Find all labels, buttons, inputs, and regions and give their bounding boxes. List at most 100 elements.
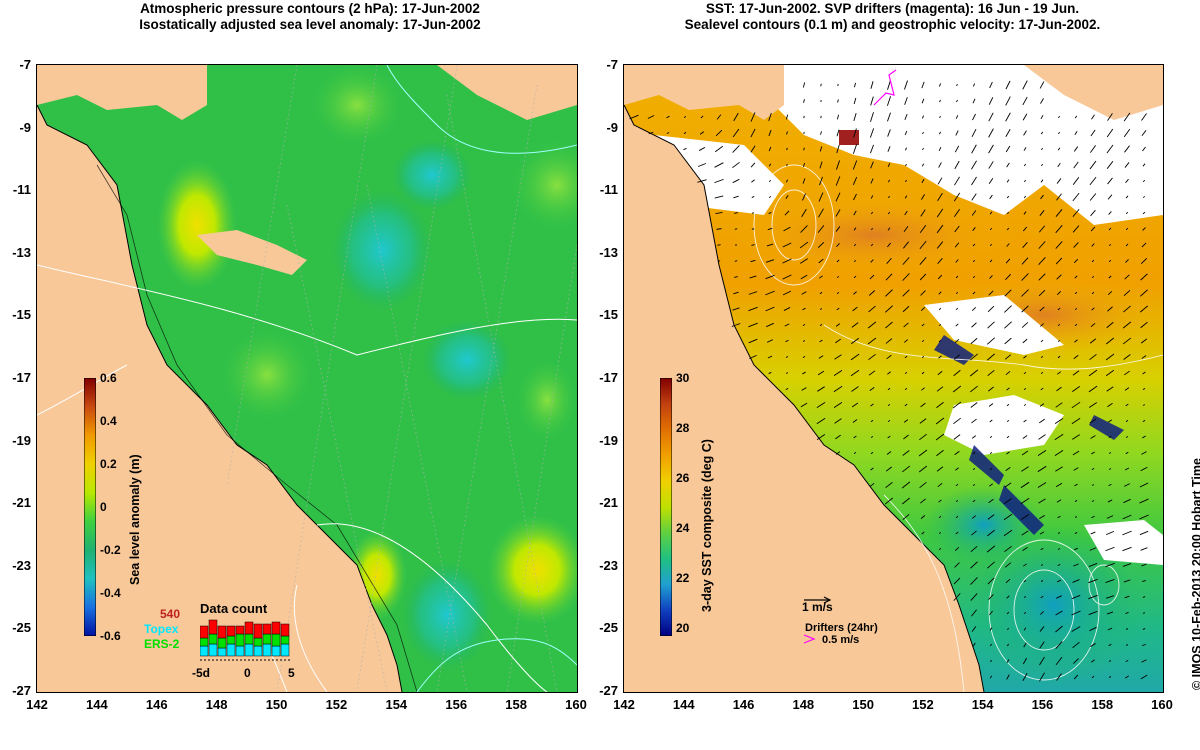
velocity-arrow	[1091, 467, 1095, 471]
velocity-arrow	[1091, 500, 1095, 502]
sea-level-colorbar-tick: 0.6	[100, 371, 117, 385]
velocity-arrow	[785, 356, 789, 358]
velocity-arrow	[1055, 625, 1063, 633]
velocity-arrow	[972, 98, 976, 104]
velocity-arrow	[1038, 273, 1046, 281]
data-count-bar	[235, 625, 245, 635]
sea-level-anomaly-map[interactable]	[36, 64, 578, 693]
velocity-arrow	[1124, 595, 1130, 599]
velocity-arrow	[885, 289, 893, 297]
velocity-arrow	[1142, 404, 1146, 406]
velocity-arrow	[1108, 468, 1112, 470]
velocity-arrow	[1038, 498, 1046, 504]
velocity-arrow	[1072, 225, 1080, 233]
velocity-arrow	[936, 224, 944, 234]
velocity-arrow	[852, 306, 858, 312]
data-count-bar	[271, 645, 281, 657]
velocity-arrow	[1021, 450, 1029, 456]
velocity-arrow	[1108, 243, 1112, 247]
velocity-arrow	[955, 515, 959, 519]
velocity-arrow	[1006, 227, 1010, 231]
velocity-arrow	[800, 274, 808, 280]
velocity-arrow	[1022, 435, 1028, 439]
velocity-arrow	[1056, 499, 1062, 503]
velocity-arrow	[1107, 419, 1113, 423]
velocity-arrow	[733, 195, 739, 199]
velocity-arrow	[971, 193, 977, 201]
velocity-arrow	[971, 609, 977, 617]
velocity-arrow	[766, 243, 774, 247]
velocity-arrow	[1125, 644, 1129, 646]
velocity-arrow	[1125, 243, 1129, 247]
velocity-arrow	[989, 81, 993, 89]
velocity-arrow	[938, 515, 942, 519]
velocity-arrow	[1123, 112, 1131, 122]
velocity-arrow	[1004, 321, 1012, 329]
velocity-arrow	[1056, 386, 1062, 392]
velocity-arrow	[870, 96, 874, 106]
velocity-arrow	[700, 115, 704, 119]
velocity-arrow	[1106, 321, 1114, 329]
velocity-arrow	[1021, 273, 1029, 281]
velocity-arrow	[1020, 481, 1030, 489]
data-count-bar	[271, 621, 281, 635]
velocity-arrow	[954, 338, 960, 344]
velocity-arrow	[969, 369, 979, 377]
velocity-arrow	[851, 386, 859, 392]
velocity-arrow	[1090, 531, 1096, 535]
velocity-arrow	[768, 163, 772, 167]
velocity-arrow	[1040, 163, 1044, 167]
velocity-arrow	[1124, 145, 1130, 153]
velocity-arrow	[818, 355, 824, 359]
velocity-arrow	[1108, 227, 1112, 231]
velocity-arrow	[1105, 369, 1115, 377]
velocity-arrow	[783, 226, 791, 232]
lat-tick-left: -15	[12, 307, 31, 323]
velocity-arrow	[954, 450, 960, 456]
data-count-bar	[208, 633, 218, 645]
velocity-arrow	[972, 113, 976, 121]
velocity-arrow	[870, 243, 874, 247]
velocity-arrow	[989, 627, 993, 631]
data-count-bar	[200, 625, 209, 639]
velocity-arrow	[1023, 419, 1027, 423]
sst-map[interactable]	[623, 64, 1164, 693]
velocity-arrow	[749, 354, 757, 360]
velocity-arrow	[1022, 546, 1028, 552]
velocity-arrow	[749, 275, 757, 279]
velocity-arrow	[1074, 291, 1078, 295]
velocity-arrow	[751, 244, 755, 246]
sea-level-colorbar-tick: 0.2	[100, 457, 117, 471]
lat-tick-left: -27	[12, 683, 31, 698]
velocity-arrow	[1056, 193, 1062, 201]
velocity-arrow	[1141, 355, 1147, 359]
velocity-arrow	[901, 481, 911, 489]
velocity-arrow	[1105, 562, 1115, 568]
data-count-bar	[226, 635, 236, 645]
velocity-arrow	[1125, 211, 1129, 215]
velocity-arrow	[1022, 96, 1028, 106]
velocity-arrow	[989, 275, 993, 279]
velocity-arrow	[714, 145, 724, 153]
velocity-arrow	[1074, 275, 1078, 279]
velocity-arrow	[887, 211, 891, 215]
velocity-arrow	[1072, 450, 1080, 456]
velocity-arrow	[851, 322, 859, 328]
velocity-arrow	[1055, 224, 1063, 234]
velocity-arrow	[902, 497, 910, 505]
velocity-arrow	[751, 196, 755, 198]
velocity-arrow	[698, 147, 706, 151]
velocity-arrow	[1091, 515, 1095, 519]
velocity-arrow	[938, 147, 942, 151]
velocity-arrow	[989, 194, 993, 200]
velocity-arrow	[905, 163, 907, 167]
lon-tick-left: 152	[325, 697, 348, 712]
velocity-arrow	[1071, 610, 1081, 616]
velocity-arrow	[956, 99, 958, 103]
lat-tick-right: -11	[599, 182, 618, 198]
velocity-arrow	[1056, 579, 1062, 583]
velocity-arrow	[1105, 595, 1115, 599]
velocity-arrow	[870, 161, 874, 169]
sea-level-colorbar-tick: 0.4	[100, 414, 117, 428]
velocity-arrow	[971, 160, 977, 170]
